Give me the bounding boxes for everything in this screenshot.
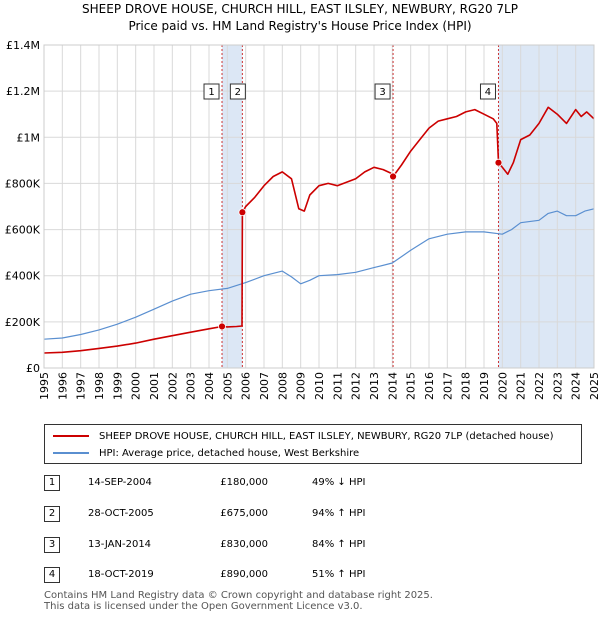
transaction-price: £180,000 [220,477,268,488]
x-tick-label: 2006 [240,372,253,400]
price-chart: 1 2 3 4 £0 £200K £400K £600K £800K £1M £1.2M £1.4M… [5,39,600,400]
chart-subtitle: Price paid vs. HM Land Registry's House … [128,19,472,33]
x-tick-label: 2024 [570,372,583,400]
y-tick-label: £0 [26,362,40,375]
x-tick-label: 2025 [588,372,600,400]
x-tick-label: 2004 [203,372,216,400]
x-tick-label: 2009 [295,372,308,400]
y-tick-label: £800K [5,177,41,190]
x-tick-label: 1998 [93,372,106,400]
x-tick-label: 2020 [496,372,509,400]
footer-copyright: Contains HM Land Registry data © Crown c… [44,590,433,601]
sale-point [389,172,397,181]
transaction-hpi: 49% ↓ HPI [312,477,366,488]
x-tick-label: 2014 [386,372,399,400]
chart-title: SHEEP DROVE HOUSE, CHURCH HILL, EAST ILS… [82,2,518,16]
x-tick-label: 2023 [551,372,564,400]
x-tick-label: 2005 [221,372,234,400]
hpi-line [43,208,595,340]
x-tick-label: 2011 [331,372,344,400]
sale-point [494,158,503,167]
transaction-number: 2 [44,506,60,522]
transaction-hpi: 51% ↑ HPI [312,569,366,580]
legend-swatch-property [53,435,89,437]
legend-label-hpi: HPI: Average price, detached house, West… [99,447,360,459]
x-tick-label: 2003 [185,372,198,400]
legend-label-property: SHEEP DROVE HOUSE, CHURCH HILL, EAST ILS… [99,430,554,442]
shaded-region [498,45,594,368]
x-tick-label: 2000 [130,372,143,400]
x-tick-label: 2007 [258,372,271,400]
x-tick-label: 2013 [368,372,381,400]
transaction-hpi: 84% ↑ HPI [312,539,366,550]
sale-label-box [203,83,220,100]
sale-label: 1 [208,87,214,98]
x-tick-label: 2012 [350,372,363,400]
footer-licence: This data is licensed under the Open Gov… [44,601,363,612]
plot-frame [43,44,595,369]
x-tick-label: 1999 [111,372,124,400]
legend-swatch-hpi [53,452,89,454]
x-tick-label: 2016 [423,372,436,400]
sale-point [218,322,226,331]
transaction-price: £675,000 [220,508,268,519]
sale-label-box [229,83,246,100]
sale-label-box [374,83,391,100]
sale-label: 3 [379,87,385,98]
x-tick-label: 1996 [56,372,69,400]
x-tick-label: 1997 [75,372,88,400]
sale-label: 4 [485,87,491,98]
transaction-number: 3 [44,537,60,553]
x-tick-label: 2015 [405,372,418,400]
y-tick-label: £600K [5,224,41,237]
y-tick-label: £400K [5,270,41,283]
legend: SHEEP DROVE HOUSE, CHURCH HILL, EAST ILS… [44,424,582,464]
legend-item-property: SHEEP DROVE HOUSE, CHURCH HILL, EAST ILS… [53,429,553,443]
x-tick-label: 1995 [38,372,51,400]
x-tick-label: 2017 [441,372,454,400]
x-tick-label: 2002 [166,372,179,400]
legend-item-hpi: HPI: Average price, detached house, West… [53,446,359,460]
transaction-date: 13-JAN-2014 [88,539,152,550]
x-tick-label: 2010 [313,372,326,400]
transaction-date: 18-OCT-2019 [88,569,154,580]
x-tick-label: 2008 [276,372,289,400]
x-tick-label: 2019 [478,372,491,400]
transaction-number: 1 [44,475,60,491]
sale-label-box [479,83,496,100]
transaction-hpi: 94% ↑ HPI [312,508,366,519]
x-tick-label: 2001 [148,372,161,400]
y-tick-label: £1M [17,131,41,144]
y-tick-label: £1.2M [6,85,40,98]
sale-point [238,208,247,217]
transaction-price: £830,000 [220,539,268,550]
transaction-number: 4 [44,567,60,583]
y-tick-label: £1.4M [6,39,40,52]
x-tick-label: 2021 [515,372,528,400]
x-tick-label: 2022 [533,372,546,400]
y-tick-label: £200K [5,316,41,329]
sale-label: 2 [235,87,241,98]
transaction-date: 28-OCT-2005 [88,508,154,519]
transaction-date: 14-SEP-2004 [88,477,152,488]
transaction-price: £890,000 [220,569,268,580]
x-tick-label: 2018 [460,372,473,400]
